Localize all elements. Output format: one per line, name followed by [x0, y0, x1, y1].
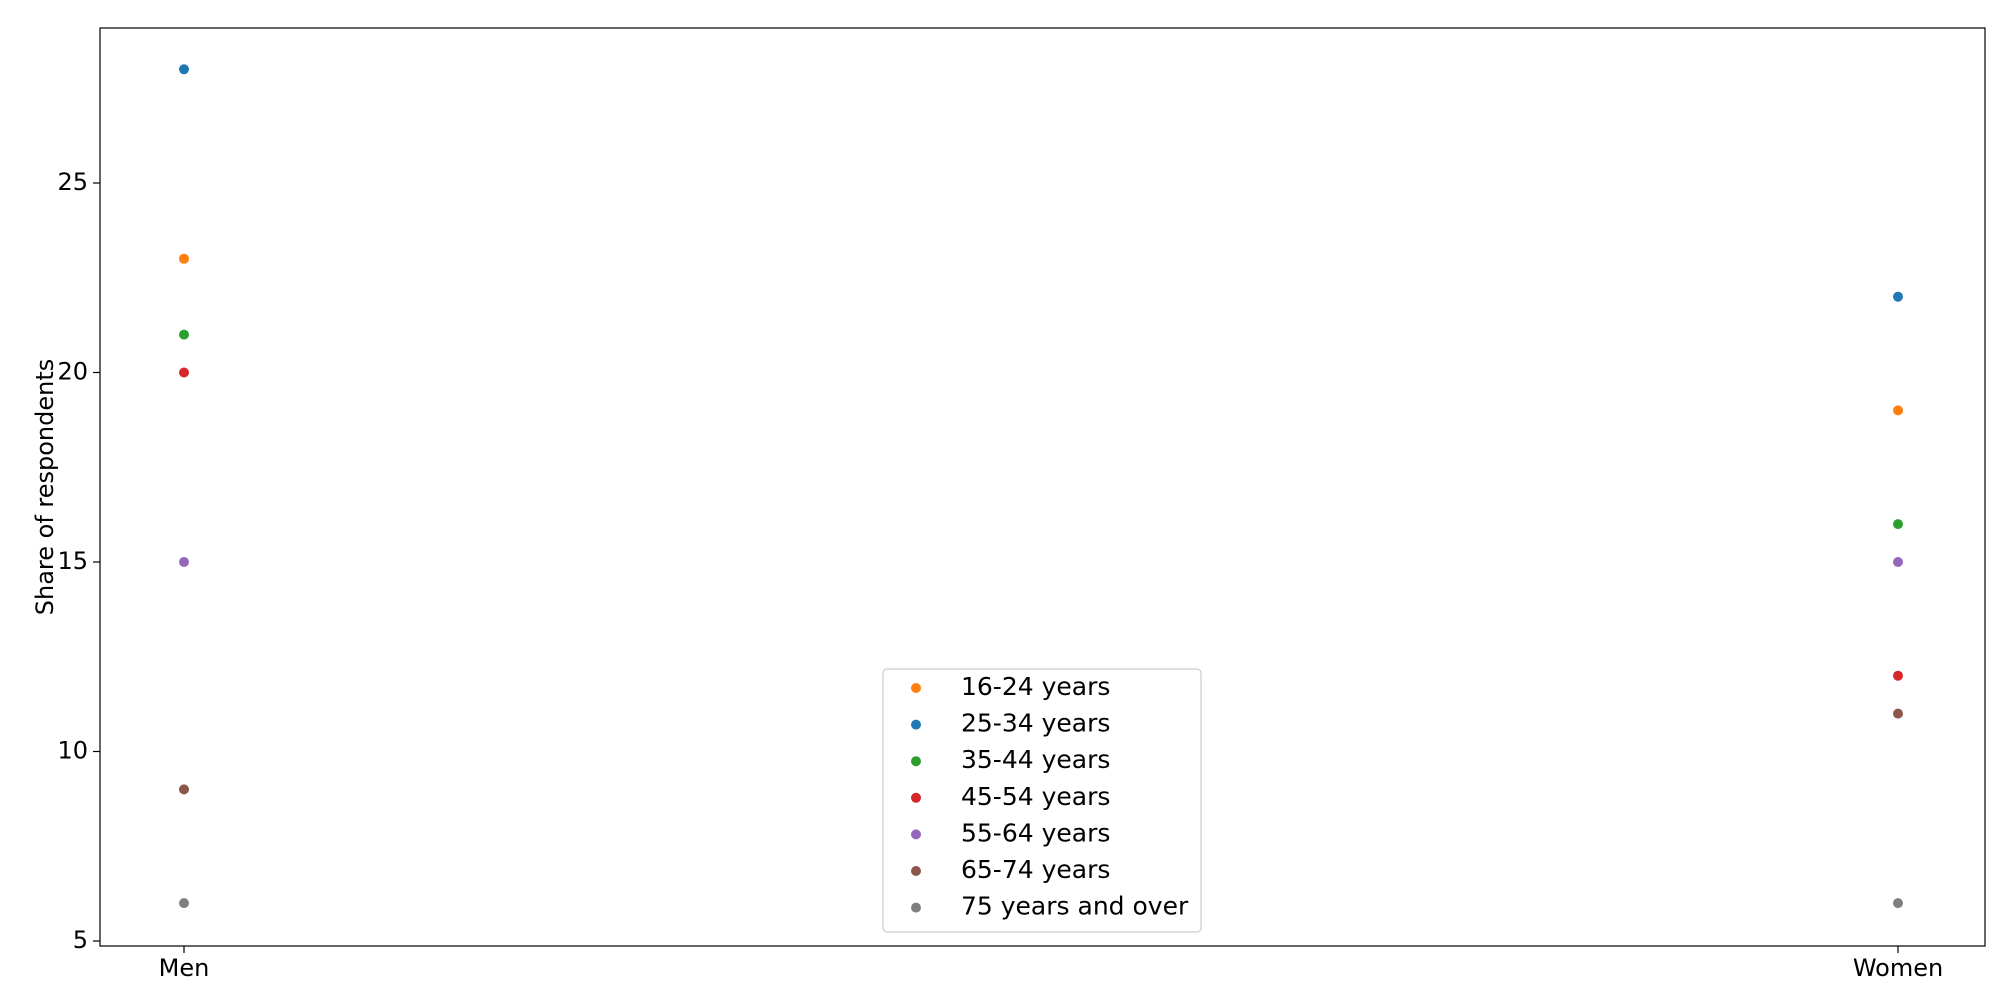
y-axis: 5 10 15 20 25 — [57, 168, 100, 954]
data-point — [179, 898, 189, 909]
legend: 16-24 years 25-34 years 35-44 years 45-54 y… — [882, 668, 1202, 933]
data-point — [1893, 708, 1903, 719]
data-point — [1893, 291, 1903, 302]
legend-label: 35-44 years — [961, 745, 1110, 774]
legend-label: 65-74 years — [961, 855, 1110, 884]
data-point — [179, 784, 189, 795]
y-tick-label: 5 — [73, 926, 88, 954]
legend-marker — [911, 792, 921, 803]
legend-marker — [911, 719, 921, 730]
x-tick-label: Women — [1853, 954, 1943, 982]
data-point — [1893, 670, 1903, 681]
data-point — [179, 64, 189, 75]
y-axis-title: Share of respondents — [31, 359, 59, 616]
data-point — [179, 557, 189, 567]
legend-marker — [911, 902, 921, 913]
y-tick-label: 20 — [57, 358, 88, 386]
x-tick-label: Men — [159, 954, 210, 982]
data-point — [1893, 898, 1903, 909]
legend-marker — [911, 829, 921, 840]
y-tick-label: 10 — [57, 737, 88, 765]
legend-label: 55-64 years — [961, 818, 1110, 847]
data-point — [179, 253, 189, 264]
legend-box — [882, 668, 1202, 933]
data-point — [179, 367, 189, 378]
legend-label: 75 years and over — [961, 892, 1189, 921]
legend-label: 16-24 years — [961, 672, 1110, 701]
legend-label: 45-54 years — [961, 782, 1110, 811]
legend-marker — [911, 683, 921, 693]
y-tick-label: 25 — [57, 168, 88, 196]
y-tick-label: 15 — [57, 547, 88, 575]
data-point — [1893, 519, 1903, 530]
data-point — [1893, 557, 1903, 567]
legend-marker — [911, 866, 921, 876]
data-points — [179, 64, 1903, 909]
data-point — [179, 329, 189, 340]
x-axis: Men Women — [159, 946, 1943, 982]
legend-marker — [911, 756, 921, 767]
legend-label: 25-34 years — [961, 709, 1110, 738]
data-point — [1893, 405, 1903, 416]
plot-frame — [99, 27, 1986, 947]
